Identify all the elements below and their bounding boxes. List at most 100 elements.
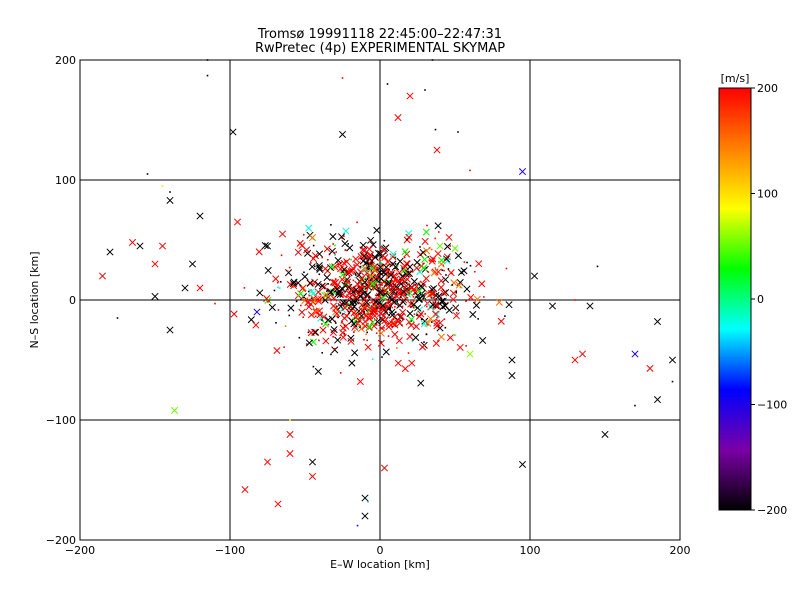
chart-title: Tromsø 19991118 22:45:00–22:47:31 bbox=[257, 27, 502, 42]
velocity-dot-marker bbox=[430, 248, 433, 251]
velocity-dot-marker bbox=[332, 335, 334, 338]
velocity-dot-marker bbox=[387, 316, 389, 319]
velocity-cross-marker bbox=[366, 314, 374, 323]
velocity-cross-marker bbox=[372, 298, 380, 306]
velocity-dot-marker bbox=[419, 281, 421, 283]
velocity-dot-marker bbox=[343, 283, 346, 285]
velocity-dot-marker bbox=[340, 269, 343, 272]
velocity-dot-marker bbox=[339, 312, 342, 314]
velocity-dot-marker bbox=[411, 271, 414, 273]
velocity-dot-marker bbox=[360, 292, 362, 294]
velocity-cross-marker bbox=[272, 275, 280, 283]
velocity-dot-marker bbox=[366, 287, 369, 290]
velocity-dot-marker bbox=[504, 315, 506, 317]
velocity-cross-marker bbox=[412, 334, 420, 342]
colorbar-unit-label: [m/s] bbox=[721, 72, 750, 85]
velocity-dot-marker bbox=[363, 310, 366, 313]
velocity-dot-marker bbox=[310, 282, 313, 284]
velocity-dot-marker bbox=[369, 275, 371, 278]
velocity-dot-marker bbox=[332, 243, 334, 245]
velocity-dot-marker bbox=[267, 301, 269, 303]
velocity-cross-marker bbox=[357, 275, 365, 283]
velocity-dot-marker bbox=[375, 324, 378, 326]
velocity-dot-marker bbox=[386, 263, 388, 266]
velocity-dot-marker bbox=[243, 287, 246, 289]
velocity-cross-marker bbox=[361, 295, 369, 303]
velocity-dot-marker bbox=[432, 260, 435, 263]
velocity-cross-marker bbox=[253, 308, 261, 316]
velocity-cross-marker bbox=[357, 325, 365, 333]
velocity-cross-marker bbox=[422, 274, 430, 283]
velocity-cross-marker bbox=[345, 289, 353, 297]
velocity-cross-marker bbox=[306, 279, 314, 287]
velocity-dot-marker bbox=[406, 297, 409, 299]
velocity-cross-marker bbox=[350, 320, 358, 328]
velocity-dot-marker bbox=[352, 279, 355, 282]
velocity-dot-marker bbox=[319, 290, 322, 292]
velocity-dot-marker bbox=[347, 243, 350, 245]
velocity-dot-marker bbox=[430, 290, 433, 292]
velocity-dot-marker bbox=[395, 290, 398, 292]
velocity-cross-marker bbox=[128, 238, 137, 246]
velocity-cross-marker bbox=[170, 406, 179, 414]
velocity-dot-marker bbox=[425, 305, 428, 308]
velocity-dot-marker bbox=[356, 221, 358, 224]
velocity-cross-marker bbox=[334, 336, 342, 344]
colorbar-tick-label: 200 bbox=[757, 82, 778, 95]
velocity-cross-marker bbox=[363, 301, 371, 309]
velocity-cross-marker bbox=[339, 298, 347, 307]
velocity-dot-marker bbox=[387, 335, 390, 337]
velocity-dot-marker bbox=[375, 256, 378, 259]
velocity-dot-marker bbox=[377, 287, 380, 290]
velocity-dot-marker bbox=[369, 279, 372, 282]
velocity-dot-marker bbox=[373, 256, 375, 259]
velocity-dot-marker bbox=[434, 128, 437, 131]
velocity-dot-marker bbox=[347, 289, 349, 291]
velocity-cross-marker bbox=[387, 271, 395, 279]
velocity-dot-marker bbox=[436, 316, 438, 319]
velocity-cross-marker bbox=[433, 310, 441, 318]
velocity-cross-marker bbox=[347, 267, 355, 276]
velocity-dot-marker bbox=[321, 323, 323, 325]
velocity-cross-marker bbox=[363, 269, 371, 277]
velocity-dot-marker bbox=[161, 185, 164, 187]
velocity-cross-marker bbox=[311, 296, 319, 304]
velocity-cross-marker bbox=[463, 285, 471, 293]
velocity-dot-marker bbox=[278, 287, 281, 289]
velocity-cross-marker bbox=[443, 257, 451, 265]
velocity-cross-marker bbox=[439, 297, 447, 305]
velocity-dot-marker bbox=[381, 284, 383, 286]
velocity-dot-marker bbox=[370, 263, 373, 266]
velocity-cross-marker bbox=[312, 308, 320, 316]
velocity-cross-marker bbox=[368, 273, 376, 281]
velocity-dot-marker bbox=[381, 257, 383, 259]
velocity-dot-marker bbox=[313, 294, 316, 296]
velocity-cross-marker bbox=[158, 242, 167, 250]
velocity-cross-marker bbox=[389, 284, 397, 292]
velocity-cross-marker bbox=[437, 277, 445, 285]
velocity-dot-marker bbox=[466, 261, 468, 264]
velocity-dot-marker bbox=[411, 340, 414, 343]
velocity-cross-marker bbox=[437, 333, 445, 341]
velocity-cross-marker bbox=[434, 222, 442, 230]
velocity-cross-marker bbox=[467, 293, 475, 301]
velocity-cross-marker bbox=[417, 282, 425, 290]
x-axis-ticks: −200 −100 0 100 200 bbox=[65, 544, 691, 557]
velocity-dot-marker bbox=[422, 262, 425, 265]
velocity-cross-marker bbox=[417, 379, 425, 387]
velocity-cross-marker bbox=[428, 257, 436, 265]
velocity-cross-marker bbox=[653, 318, 662, 326]
velocity-cross-marker bbox=[417, 310, 425, 318]
velocity-cross-marker bbox=[406, 309, 414, 318]
velocity-cross-marker bbox=[530, 272, 539, 280]
velocity-cross-marker bbox=[335, 287, 343, 296]
velocity-dot-marker bbox=[387, 299, 390, 301]
velocity-cross-marker bbox=[309, 255, 318, 263]
velocity-dot-marker bbox=[398, 321, 400, 323]
velocity-cross-marker bbox=[410, 277, 418, 285]
velocity-cross-marker bbox=[518, 168, 527, 176]
velocity-points bbox=[98, 59, 677, 527]
velocity-cross-marker bbox=[400, 296, 408, 304]
velocity-cross-marker bbox=[255, 248, 263, 256]
velocity-cross-marker bbox=[420, 320, 428, 328]
